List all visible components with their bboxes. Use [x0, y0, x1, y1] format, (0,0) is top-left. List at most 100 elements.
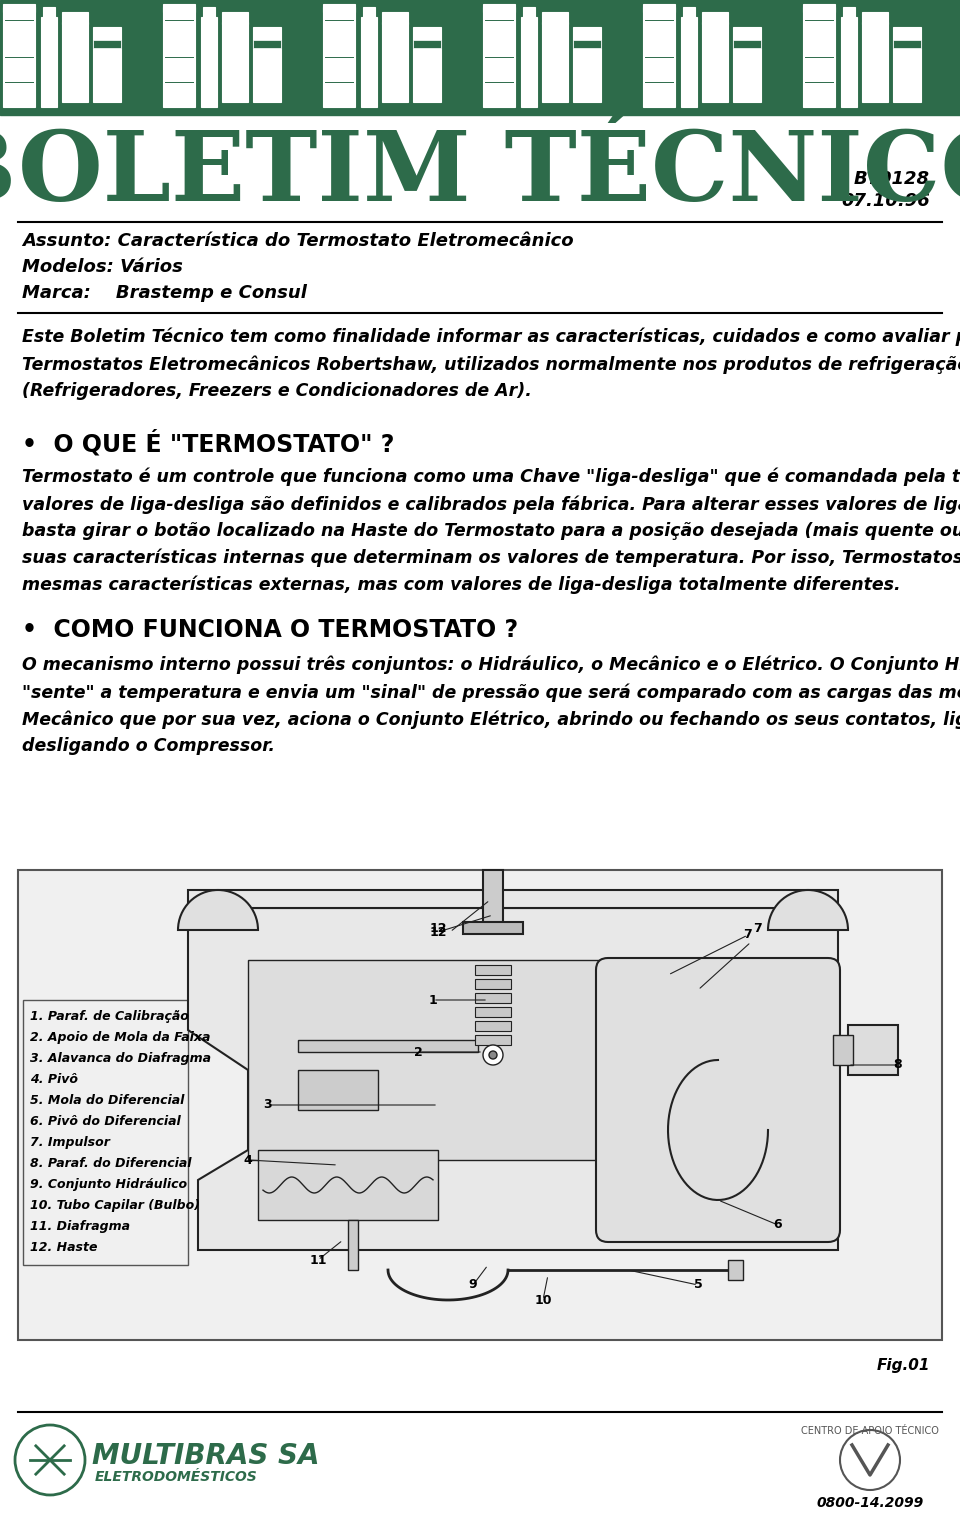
Text: 12. Haste: 12. Haste [30, 1242, 98, 1254]
Bar [702, 21, 728, 102]
Bar [163, 5, 195, 12]
Bar [62, 21, 88, 102]
Bar [733, 40, 761, 47]
Circle shape [275, 31, 279, 34]
Text: 8: 8 [894, 1058, 902, 1072]
Text: 12: 12 [429, 925, 446, 939]
Bar [222, 21, 248, 102]
Circle shape [901, 31, 905, 34]
Circle shape [489, 1050, 497, 1060]
Circle shape [840, 1430, 900, 1489]
Circle shape [421, 31, 425, 34]
Bar [728, 1260, 743, 1280]
Bar [475, 992, 511, 1003]
Bar [255, 50, 279, 80]
Text: MULTIBRAS SA: MULTIBRAS SA [92, 1442, 320, 1469]
Bar [483, 5, 515, 12]
Bar [643, 8, 675, 107]
Circle shape [435, 31, 439, 34]
Bar [203, 8, 215, 18]
Bar [841, 17, 857, 107]
Bar [475, 979, 511, 989]
Text: BOLETIM TÉCNICO: BOLETIM TÉCNICO [0, 127, 960, 222]
Text: 8. Paraf. do Diferencial: 8. Paraf. do Diferencial [30, 1157, 191, 1170]
Bar [62, 12, 88, 24]
Bar [0, 0, 960, 115]
Bar [733, 28, 761, 102]
Circle shape [15, 1425, 85, 1495]
Bar [382, 12, 408, 24]
Text: CENTRO DE APOIO TÉCNICO: CENTRO DE APOIO TÉCNICO [801, 1427, 939, 1436]
Bar [298, 1040, 478, 1052]
Bar [683, 8, 695, 18]
Bar [573, 40, 601, 47]
Circle shape [755, 31, 759, 34]
Bar [843, 8, 855, 18]
FancyBboxPatch shape [596, 959, 840, 1242]
Bar [413, 28, 441, 102]
Circle shape [108, 31, 112, 34]
Bar [862, 21, 888, 102]
Text: 12: 12 [429, 922, 446, 934]
Bar [681, 17, 697, 107]
Text: •  O QUE É "TERMOSTATO" ?: • O QUE É "TERMOSTATO" ? [22, 430, 395, 457]
Text: ELETRODOMÉSTICOS: ELETRODOMÉSTICOS [95, 1469, 257, 1485]
Text: 9. Conjunto Hidráulico: 9. Conjunto Hidráulico [30, 1177, 187, 1191]
Circle shape [414, 31, 418, 34]
Bar [862, 12, 888, 24]
Text: BT0128: BT0128 [854, 170, 930, 188]
Bar [483, 8, 515, 107]
Bar [542, 12, 568, 24]
Bar [475, 1008, 511, 1017]
Text: 11: 11 [309, 1254, 326, 1266]
Bar [248, 960, 778, 1161]
Text: 2. Apoio de Mola da Faixa: 2. Apoio de Mola da Faixa [30, 1031, 210, 1044]
Text: 4. Pivô: 4. Pivô [30, 1073, 78, 1086]
Text: 07.10.96: 07.10.96 [841, 193, 930, 209]
Bar [95, 50, 119, 80]
Bar [848, 1024, 898, 1075]
Bar [222, 12, 248, 24]
Bar [363, 8, 375, 18]
Bar [361, 17, 377, 107]
Text: 10. Tubo Capilar (Bulbo): 10. Tubo Capilar (Bulbo) [30, 1199, 200, 1212]
Text: 6: 6 [774, 1219, 782, 1231]
Bar [93, 40, 121, 47]
Circle shape [581, 31, 585, 34]
Bar [323, 5, 355, 12]
Bar [475, 1035, 511, 1044]
Circle shape [588, 31, 592, 34]
Bar [735, 50, 759, 80]
Bar [483, 870, 503, 925]
Bar [93, 28, 121, 102]
Bar [3, 8, 35, 107]
Bar [258, 1150, 438, 1220]
Bar [43, 8, 55, 18]
Bar [803, 8, 835, 107]
Bar [803, 5, 835, 12]
Text: Fig.01: Fig.01 [876, 1358, 930, 1373]
Text: 5. Mola do Diferencial: 5. Mola do Diferencial [30, 1095, 184, 1107]
Bar [18, 870, 942, 1339]
Bar [542, 21, 568, 102]
Wedge shape [178, 890, 258, 930]
Circle shape [915, 31, 919, 34]
Text: Modelos: Vários: Modelos: Vários [22, 258, 182, 277]
Text: 9: 9 [468, 1278, 477, 1292]
Bar [475, 1021, 511, 1031]
Bar [575, 50, 599, 80]
Bar [643, 5, 675, 12]
Bar [323, 8, 355, 107]
Bar [298, 1070, 378, 1110]
Bar [523, 8, 535, 18]
Bar [475, 965, 511, 976]
Bar [163, 8, 195, 107]
Text: 1: 1 [428, 994, 438, 1006]
Circle shape [908, 31, 912, 34]
Text: 3: 3 [264, 1098, 273, 1112]
Text: 11. Diafragma: 11. Diafragma [30, 1220, 130, 1232]
Text: 10: 10 [535, 1294, 552, 1306]
Text: O mecanismo interno possui três conjuntos: o Hidráulico, o Mecânico e o Elétrico: O mecanismo interno possui três conjunto… [22, 656, 960, 755]
Text: 7: 7 [754, 922, 762, 934]
Text: 0800-14.2099: 0800-14.2099 [816, 1495, 924, 1511]
